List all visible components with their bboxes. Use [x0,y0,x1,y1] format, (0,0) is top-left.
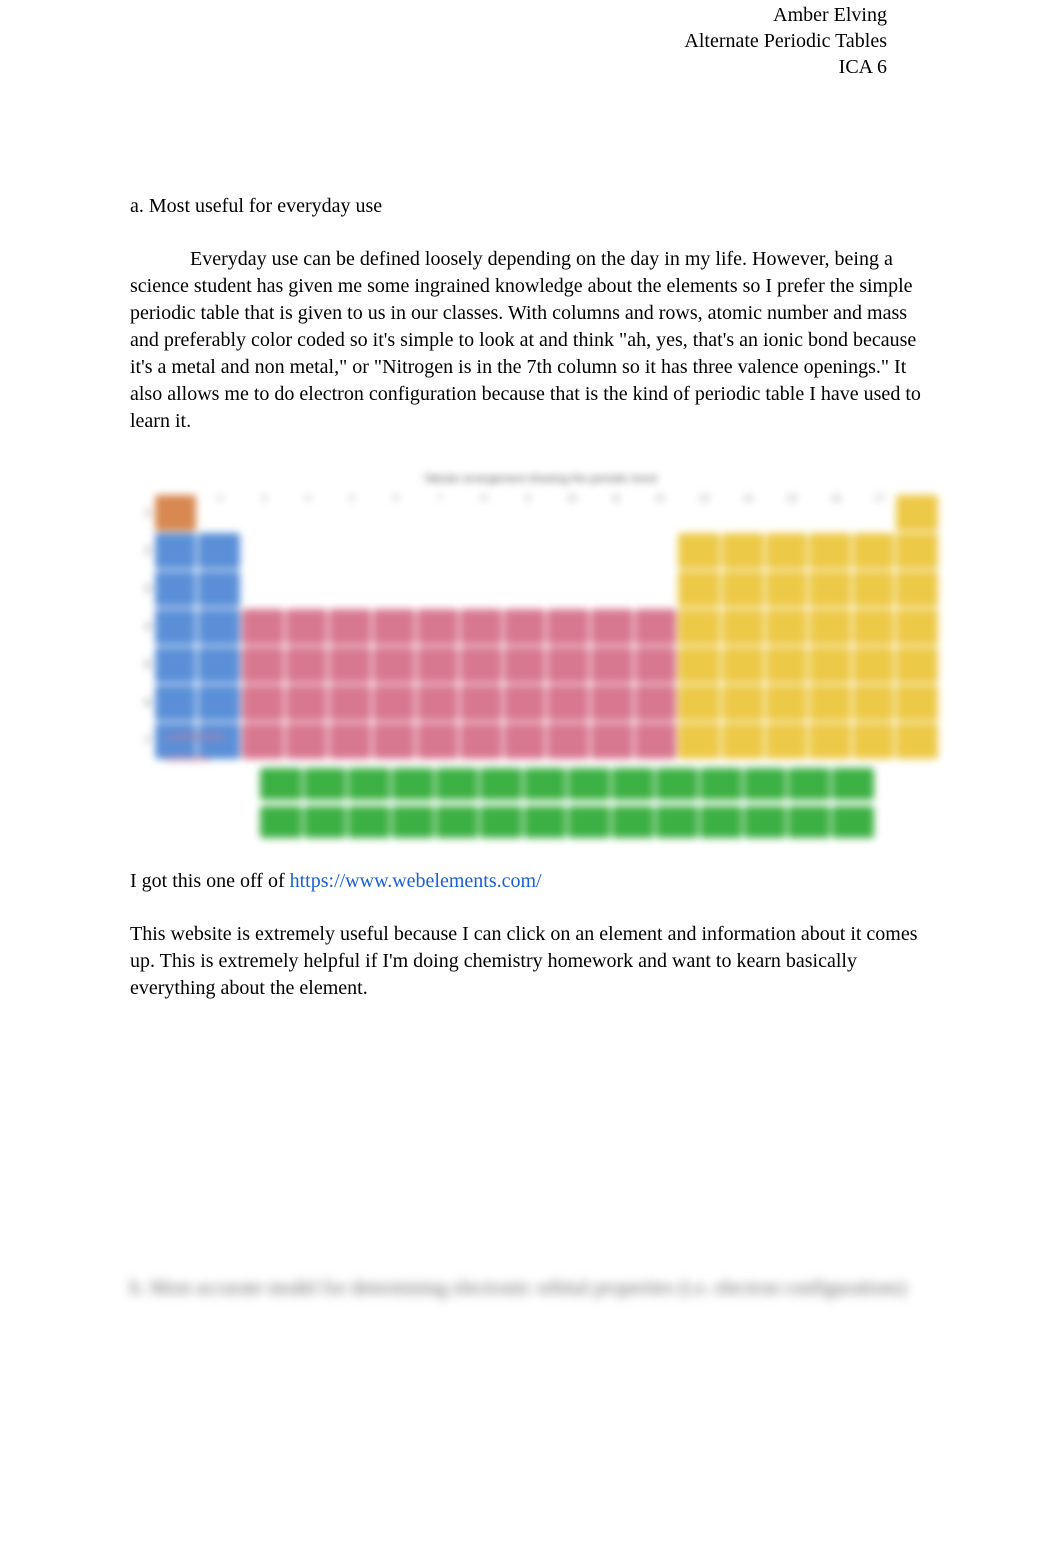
section-a: a. Most useful for everyday use Everyday… [130,195,932,435]
periodic-table-grid: 1 2 [140,495,940,761]
table-row: 7 [140,723,940,759]
table-row: 2 [140,533,940,569]
periodic-table-image: Tabular arrangement showing the periodic… [130,465,950,845]
periodic-table-legend: Lanthanides Actinides [165,731,225,775]
legend-lanthanides: Lanthanides [165,731,225,743]
periodic-table-caption: Tabular arrangement showing the periodic… [424,473,657,485]
table-row: 4 [140,609,940,645]
followup-paragraph: This website is extremely useful because… [130,921,932,1002]
table-row: 6 [140,685,940,721]
assignment-title: Alternate Periodic Tables [130,28,887,54]
actinide-row [260,806,876,838]
table-row: 3 [140,571,940,607]
source-link[interactable]: https://www.webelements.com/ [290,870,542,892]
document-header: Amber Elving Alternate Periodic Tables I… [130,0,932,80]
legend-actinides: Actinides [165,753,225,765]
table-row: 5 [140,647,940,683]
source-line: I got this one off of https://www.webele… [130,870,932,893]
class-code: ICA 6 [130,54,887,80]
section-a-title: a. Most useful for everyday use [130,195,932,218]
lanthanide-row [260,768,876,800]
student-name: Amber Elving [130,2,887,28]
source-prefix: I got this one off of [130,870,290,892]
section-b-blurred: b. Most accurate model for determining e… [130,1277,932,1300]
section-a-paragraph: Everyday use can be defined loosely depe… [130,246,932,435]
table-row: 1 [140,495,940,531]
